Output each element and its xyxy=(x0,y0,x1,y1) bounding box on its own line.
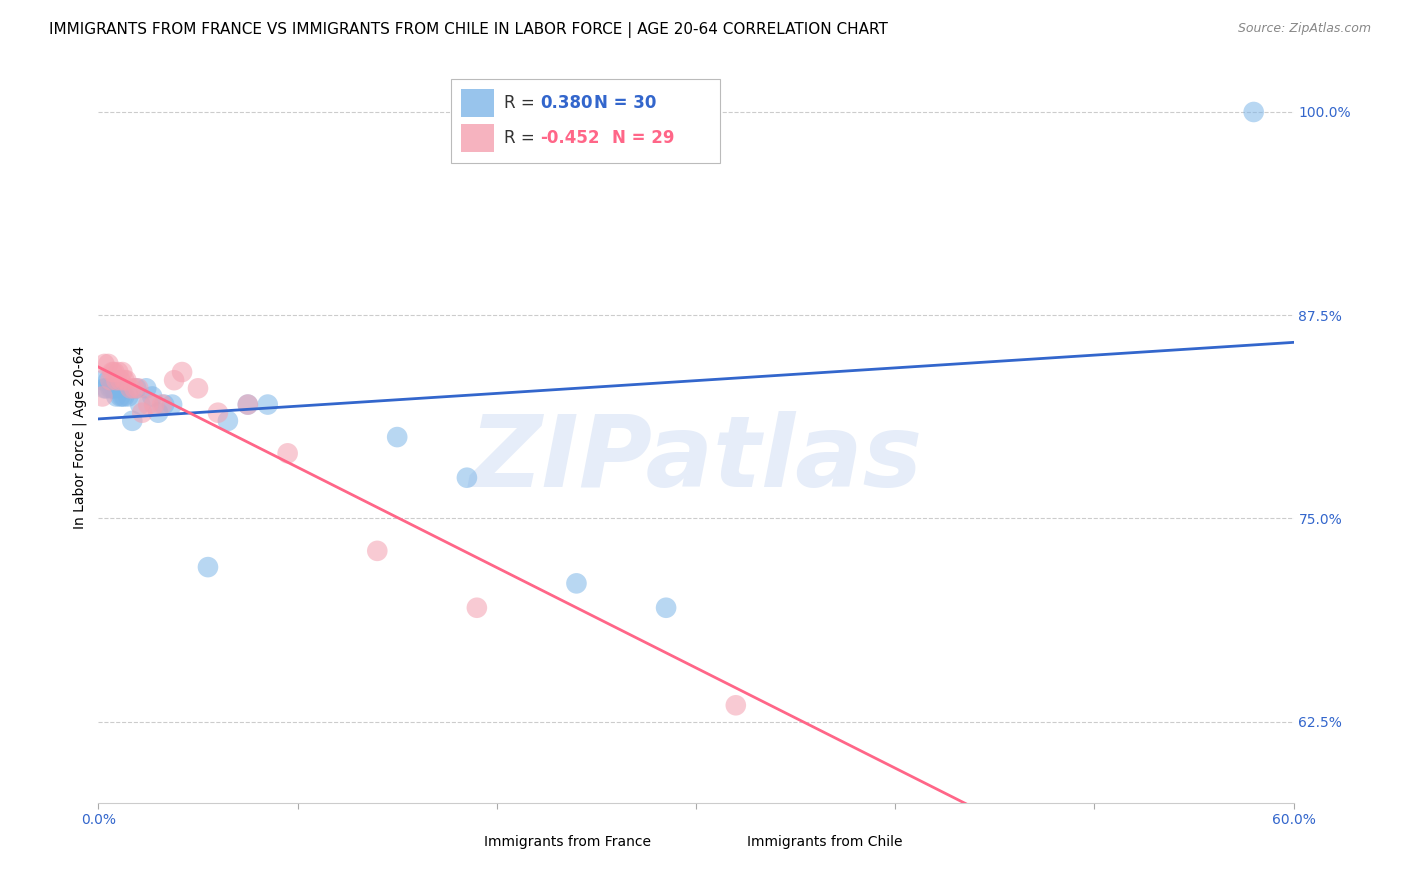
Point xyxy=(96,381,118,395)
Point xyxy=(136,398,159,412)
Point xyxy=(143,398,166,412)
Point xyxy=(91,389,114,403)
Point xyxy=(465,600,488,615)
Point xyxy=(172,365,194,379)
Text: R =: R = xyxy=(503,94,540,112)
Point xyxy=(256,398,278,412)
Text: N = 29: N = 29 xyxy=(613,129,675,147)
Point xyxy=(207,406,229,420)
Point xyxy=(93,357,115,371)
Point xyxy=(456,471,478,485)
Point xyxy=(110,389,132,403)
Point xyxy=(98,381,122,395)
Point xyxy=(141,389,163,403)
Point xyxy=(105,389,128,403)
Point xyxy=(103,365,125,379)
Point xyxy=(150,398,173,412)
Point xyxy=(153,398,176,412)
Point xyxy=(236,398,259,412)
Point xyxy=(236,398,259,412)
Y-axis label: In Labor Force | Age 20-64: In Labor Force | Age 20-64 xyxy=(73,345,87,529)
Point xyxy=(655,600,678,615)
Point xyxy=(98,373,122,387)
Point xyxy=(1043,812,1066,826)
Point xyxy=(111,389,134,403)
Point xyxy=(111,365,134,379)
Point xyxy=(103,381,125,395)
Point xyxy=(1243,105,1265,120)
Point xyxy=(112,373,135,387)
Text: R =: R = xyxy=(503,129,540,147)
FancyBboxPatch shape xyxy=(714,831,740,852)
Point xyxy=(105,373,128,387)
Point xyxy=(112,389,135,403)
Point xyxy=(385,430,409,444)
FancyBboxPatch shape xyxy=(461,89,494,117)
Text: N = 30: N = 30 xyxy=(595,94,657,112)
Point xyxy=(724,698,747,713)
Point xyxy=(91,373,114,387)
Text: 0.380: 0.380 xyxy=(541,94,593,112)
Point xyxy=(129,398,152,412)
Point xyxy=(107,381,129,395)
Point xyxy=(127,381,149,395)
Text: Source: ZipAtlas.com: Source: ZipAtlas.com xyxy=(1237,22,1371,36)
FancyBboxPatch shape xyxy=(451,78,720,163)
Point xyxy=(217,414,239,428)
Text: -0.452: -0.452 xyxy=(541,129,600,147)
Text: Immigrants from France: Immigrants from France xyxy=(485,835,651,848)
Point xyxy=(97,373,120,387)
Point xyxy=(187,381,209,395)
Point xyxy=(277,446,299,460)
FancyBboxPatch shape xyxy=(451,831,477,852)
Point xyxy=(101,381,124,395)
Point xyxy=(160,398,183,412)
Point xyxy=(120,381,142,395)
Point xyxy=(131,406,153,420)
Point xyxy=(110,373,132,387)
Point xyxy=(565,576,588,591)
Point xyxy=(125,381,148,395)
Point xyxy=(101,365,124,379)
Point xyxy=(163,373,186,387)
Point xyxy=(97,357,120,371)
FancyBboxPatch shape xyxy=(461,124,494,152)
Text: Immigrants from Chile: Immigrants from Chile xyxy=(748,835,903,848)
Point xyxy=(117,389,139,403)
Point xyxy=(121,414,143,428)
Point xyxy=(124,381,146,395)
Point xyxy=(135,381,157,395)
Point xyxy=(115,373,138,387)
Point xyxy=(148,406,170,420)
Point xyxy=(93,381,115,395)
Text: ZIPatlas: ZIPatlas xyxy=(470,410,922,508)
Text: IMMIGRANTS FROM FRANCE VS IMMIGRANTS FROM CHILE IN LABOR FORCE | AGE 20-64 CORRE: IMMIGRANTS FROM FRANCE VS IMMIGRANTS FRO… xyxy=(49,22,889,38)
Point xyxy=(366,544,388,558)
Point xyxy=(197,560,219,574)
Point xyxy=(107,365,129,379)
